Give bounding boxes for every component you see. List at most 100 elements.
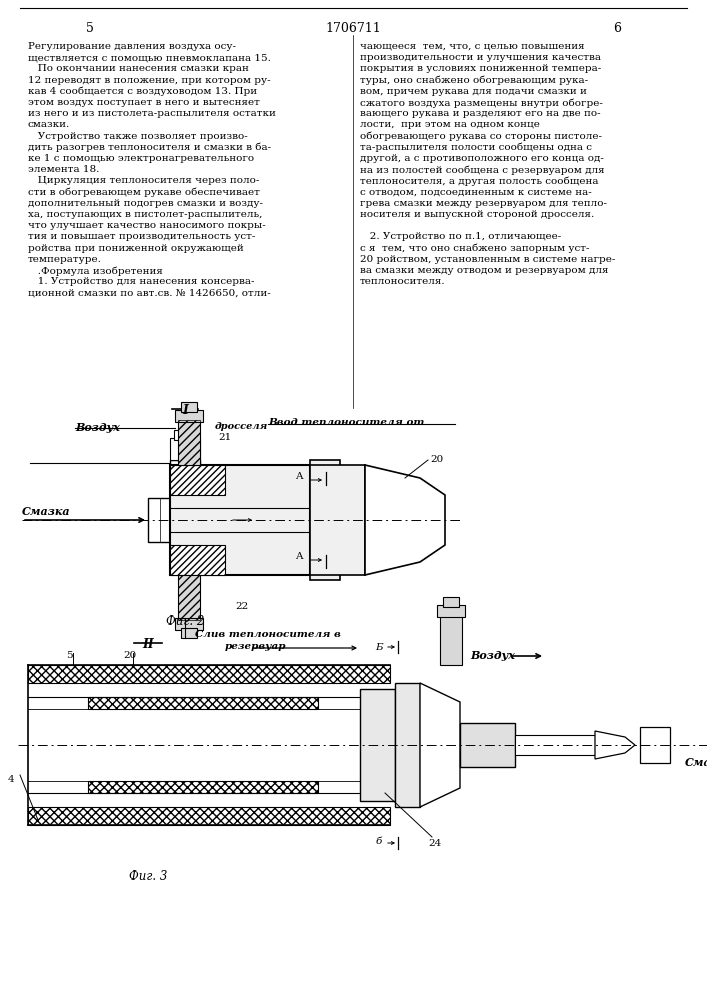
Bar	[175, 618, 203, 630]
Text: A: A	[295, 472, 303, 481]
Bar	[181, 402, 197, 412]
Text: температуре.: температуре.	[28, 255, 102, 264]
Bar	[310, 465, 365, 575]
Bar	[178, 420, 200, 465]
Text: теплоносителя, а другая полость сообщена: теплоносителя, а другая полость сообщена	[360, 176, 599, 186]
Bar	[515, 735, 595, 755]
Text: ционной смазки по авт.св. № 1426650, отли-: ционной смазки по авт.св. № 1426650, отл…	[28, 288, 271, 297]
Bar	[28, 807, 390, 825]
Text: вающего рукава и разделяют его на две по-: вающего рукава и разделяют его на две по…	[360, 109, 601, 118]
Text: та-распылителя полости сообщены одна с: та-распылителя полости сообщены одна с	[360, 143, 592, 152]
Text: I: I	[182, 404, 188, 417]
Text: Устройство также позволяет произво-: Устройство также позволяет произво-	[28, 132, 247, 141]
Text: 4: 4	[8, 775, 15, 784]
Bar	[170, 465, 310, 575]
Text: грева смазки между резервуаром для тепло-: грева смазки между резервуаром для тепло…	[360, 199, 607, 208]
Text: из него и из пистолета-распылителя остатки: из него и из пистолета-распылителя остат…	[28, 109, 276, 118]
Text: 12 переводят в положение, при котором ру-: 12 переводят в положение, при котором ру…	[28, 76, 271, 85]
Text: лости,  при этом на одном конце: лости, при этом на одном конце	[360, 120, 540, 129]
Text: .Формула изобретения: .Формула изобретения	[28, 266, 163, 275]
Text: A: A	[295, 552, 303, 561]
Bar	[440, 615, 462, 665]
Text: 21: 21	[218, 433, 231, 442]
Bar	[460, 723, 515, 767]
Bar	[178, 575, 200, 620]
Bar	[175, 410, 203, 422]
Text: сти в обогревающем рукаве обеспечивает: сти в обогревающем рукаве обеспечивает	[28, 188, 260, 197]
Text: чающееся  тем, что, с целью повышения: чающееся тем, что, с целью повышения	[360, 42, 585, 51]
Text: ройства при пониженной окружающей: ройства при пониженной окружающей	[28, 244, 244, 253]
Text: ществляется с помощью пневмоклапана 15.: ществляется с помощью пневмоклапана 15.	[28, 53, 271, 62]
Text: 6: 6	[613, 22, 621, 35]
Bar	[148, 498, 170, 542]
Text: на из полостей сообщена с резервуаром для: на из полостей сообщена с резервуаром дл…	[360, 165, 604, 175]
Text: тия и повышает производительность уст-: тия и повышает производительность уст-	[28, 232, 255, 241]
Polygon shape	[365, 465, 445, 575]
Text: Воздух: Воздух	[75, 422, 120, 433]
Text: Регулирование давления воздуха осу-: Регулирование давления воздуха осу-	[28, 42, 236, 51]
Bar	[28, 665, 390, 683]
Text: Ввод теплоносителя от: Ввод теплоносителя от	[268, 418, 424, 427]
Text: 1. Устройство для нанесения консерва-: 1. Устройство для нанесения консерва-	[28, 277, 255, 286]
Text: что улучшает качество наносимого покры-: что улучшает качество наносимого покры-	[28, 221, 266, 230]
Text: 20 ройством, установленным в системе нагре-: 20 ройством, установленным в системе наг…	[360, 255, 615, 264]
Text: II: II	[142, 638, 154, 651]
Bar	[178, 420, 200, 465]
Text: с я  тем, что оно снабжено запорным уст-: с я тем, что оно снабжено запорным уст-	[360, 244, 590, 253]
Bar	[174, 430, 196, 440]
Text: По окончании нанесения смазки кран: По окончании нанесения смазки кран	[28, 64, 249, 73]
Text: резервуар: резервуар	[225, 642, 286, 651]
Polygon shape	[595, 731, 635, 759]
Text: сжатого воздуха размещены внутри обогре-: сжатого воздуха размещены внутри обогре-	[360, 98, 603, 107]
Text: ке 1 с помощью электронагревательного: ке 1 с помощью электронагревательного	[28, 154, 254, 163]
Text: ва смазки между отводом и резервуаром для: ва смазки между отводом и резервуаром дл…	[360, 266, 609, 275]
Bar	[178, 575, 200, 620]
Text: 20: 20	[430, 455, 443, 464]
Text: обогревающего рукава со стороны пистоле-: обогревающего рукава со стороны пистоле-	[360, 132, 602, 141]
Text: носителя и выпускной стороной дросселя.: носителя и выпускной стороной дросселя.	[360, 210, 595, 219]
Text: покрытия в условиях пониженной темпера-: покрытия в условиях пониженной темпера-	[360, 64, 601, 73]
Bar	[170, 460, 200, 482]
Text: дросселя: дросселя	[215, 422, 268, 431]
Text: 5: 5	[66, 651, 73, 660]
Bar	[88, 781, 318, 793]
Text: 20: 20	[123, 651, 136, 660]
Bar	[170, 438, 200, 460]
Bar	[360, 689, 395, 801]
Bar	[443, 597, 459, 607]
Text: теплоносителя.: теплоносителя.	[360, 277, 445, 286]
Text: этом воздух поступает в него и вытесняет: этом воздух поступает в него и вытесняет	[28, 98, 260, 107]
Text: 24: 24	[428, 839, 441, 848]
Text: б: б	[375, 837, 381, 846]
Polygon shape	[420, 683, 460, 807]
Text: вом, причем рукава для подачи смазки и: вом, причем рукава для подачи смазки и	[360, 87, 587, 96]
Text: дить разогрев теплоносителя и смазки в ба-: дить разогрев теплоносителя и смазки в б…	[28, 143, 271, 152]
Bar	[172, 482, 198, 500]
Text: Циркуляция теплоносителя через поло-: Циркуляция теплоносителя через поло-	[28, 176, 259, 185]
Text: производительности и улучшения качества: производительности и улучшения качества	[360, 53, 601, 62]
Bar	[170, 465, 225, 495]
Bar	[640, 727, 670, 763]
Bar	[310, 460, 340, 580]
Text: другой, а с противоположного его конца од-: другой, а с противоположного его конца о…	[360, 154, 604, 163]
Bar	[170, 545, 225, 575]
Text: дополнительный подогрев смазки и возду-: дополнительный подогрев смазки и возду-	[28, 199, 263, 208]
Bar	[181, 628, 197, 638]
Text: 5: 5	[86, 22, 94, 35]
Text: Фиг. 2: Фиг. 2	[166, 615, 204, 628]
Text: Слив теплоносителя в: Слив теплоносителя в	[195, 630, 341, 639]
Text: смазки.: смазки.	[28, 120, 70, 129]
Text: туры, оно снабжено обогревающим рука-: туры, оно снабжено обогревающим рука-	[360, 76, 588, 85]
Text: Фиг. 3: Фиг. 3	[129, 870, 167, 883]
Text: Смазка: Смазка	[685, 757, 707, 768]
Text: кав 4 сообщается с воздуховодом 13. При: кав 4 сообщается с воздуховодом 13. При	[28, 87, 257, 96]
Text: Воздух: Воздух	[470, 650, 515, 661]
Text: Смазка: Смазка	[22, 506, 71, 517]
Text: 2. Устройство по п.1, отличающее-: 2. Устройство по п.1, отличающее-	[360, 232, 561, 241]
Bar	[437, 605, 465, 617]
Text: ха, поступающих в пистолет-распылитель,: ха, поступающих в пистолет-распылитель,	[28, 210, 262, 219]
Text: 22: 22	[235, 602, 248, 611]
Text: Б: Б	[375, 643, 382, 652]
Bar	[395, 683, 420, 807]
Bar	[88, 697, 318, 709]
